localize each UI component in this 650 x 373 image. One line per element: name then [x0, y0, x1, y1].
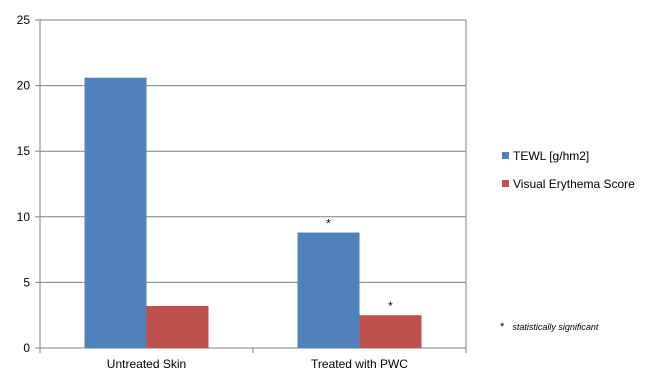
legend-label: Visual Erythema Score	[513, 177, 635, 191]
legend-swatch	[502, 152, 509, 159]
significance-note-label: statistically significant	[512, 322, 599, 332]
legend: TEWL [g/hm2] Visual Erythema Score	[502, 149, 635, 191]
bar	[359, 315, 422, 348]
significance-note-symbol: *	[500, 321, 505, 333]
y-tick-label: 15	[17, 144, 31, 158]
legend-swatch	[502, 180, 509, 187]
x-axis: Untreated Skin Treated with PWC	[39, 348, 467, 371]
category-label: Untreated Skin	[107, 357, 186, 371]
y-tick-label: 0	[23, 341, 30, 355]
y-tick-label: 20	[17, 79, 31, 93]
significance-note-text: * statistically significant	[500, 321, 599, 333]
significance-marker: *	[388, 299, 393, 313]
y-tick-label: 25	[17, 13, 31, 27]
legend-label: TEWL [g/hm2]	[513, 149, 589, 163]
significance-note: * statistically significant	[500, 321, 599, 333]
bar	[84, 77, 147, 348]
bars	[84, 77, 422, 348]
bar	[146, 306, 209, 348]
category-label: Treated with PWC	[311, 357, 408, 371]
y-tick-label: 10	[17, 210, 31, 224]
y-tick-label: 5	[23, 275, 30, 289]
y-axis: 0 5 10 15 20 25	[17, 13, 40, 355]
bar	[297, 232, 360, 348]
significance-markers: **	[326, 217, 393, 314]
significance-marker: *	[326, 217, 331, 231]
